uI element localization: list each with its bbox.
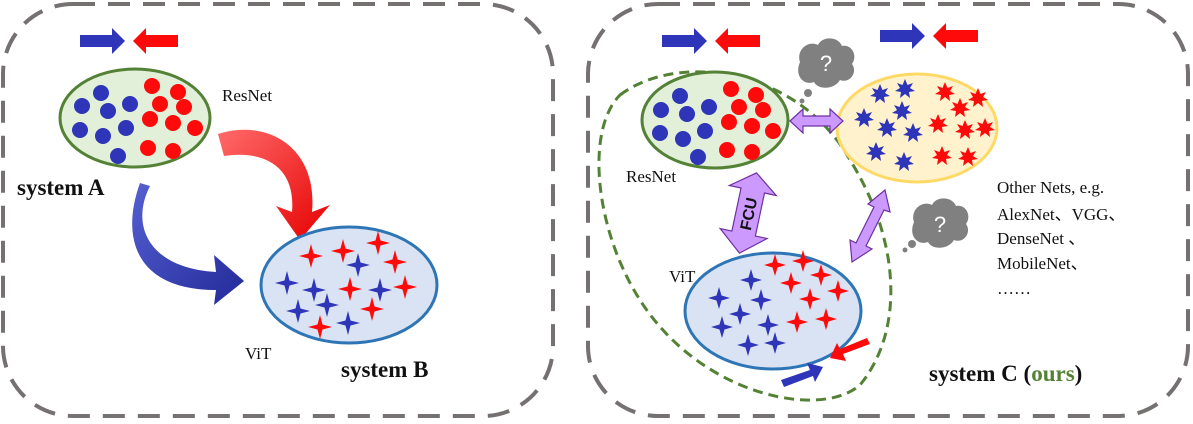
cloud-shape: [912, 198, 969, 248]
fcu-double-arrow: FCU: [718, 172, 778, 254]
panel-border-left: [1, 2, 555, 418]
cloud-bubble: [908, 240, 916, 248]
vit-ellipse-b: [259, 225, 439, 345]
curved-red-arrow: [218, 129, 330, 240]
cloud-bubble: [804, 89, 812, 97]
cloud-bubble: [902, 247, 908, 253]
system-c-title: system C (ours): [929, 361, 1082, 386]
resnet-ellipse-a: [58, 67, 212, 169]
fcu-label: FCU: [738, 196, 761, 232]
other-nets-line-1: Other Nets, e.g.: [997, 178, 1104, 197]
converge-arrows-vit-c: [781, 338, 870, 387]
vit-ellipse-shape: [683, 251, 863, 371]
fusion-dashed-outline: [597, 70, 893, 402]
panel-systems-ab: ResNet system A: [1, 2, 555, 418]
resnet-ellipse-c: [640, 70, 790, 170]
purple-double-arrow-diag: [849, 188, 891, 264]
blue-dots: [652, 88, 717, 165]
system-c-title-ours: ours: [1031, 361, 1075, 386]
blue-bursts: [854, 79, 923, 171]
system-a-title: system A: [17, 175, 105, 200]
curved-blue-arrow: [132, 183, 244, 305]
other-nets-list: Other Nets, e.g. AlexNet、VGG、 DenseNet 、…: [997, 178, 1125, 298]
other-nets-line-3: DenseNet 、: [997, 229, 1085, 248]
blue-dots: [72, 85, 138, 164]
question-cloud-right: ?: [902, 198, 969, 253]
purple-double-arrow-top: [789, 107, 844, 135]
red-stars-b: [299, 231, 417, 339]
question-mark: ?: [934, 212, 946, 237]
question-mark: ?: [820, 51, 832, 76]
red-bursts: [928, 82, 995, 166]
system-b-title: system B: [341, 357, 429, 382]
blue-arrow: [880, 23, 925, 49]
red-arrow: [830, 338, 870, 361]
system-c-title-suffix: ): [1075, 361, 1083, 386]
resnet-label-a: ResNet: [222, 86, 272, 105]
vit-label-b: ViT: [245, 344, 272, 363]
blue-arrow: [80, 28, 125, 54]
other-nets-line-5: ……: [997, 279, 1031, 298]
other-nets-line-4: MobileNet、: [997, 254, 1088, 273]
red-arrow: [933, 23, 978, 49]
converge-arrows-resnet-c: [662, 28, 760, 54]
red-dots: [140, 78, 203, 159]
panel-border-right: [586, 2, 1190, 418]
other-nets-ellipse: [835, 72, 999, 184]
converge-arrows-left: [80, 28, 178, 54]
blue-stars-b: [275, 253, 392, 335]
red-dots: [719, 81, 781, 160]
red-arrow: [133, 28, 178, 54]
red-stars-c: [764, 250, 849, 333]
vit-ellipse-c: [683, 250, 863, 371]
panel-system-c: ResNet: [586, 2, 1190, 418]
resnet-ellipse-shape: [640, 70, 790, 170]
system-c-title-prefix: system C (: [929, 361, 1031, 386]
other-nets-line-2: AlexNet、VGG、: [997, 205, 1125, 224]
resnet-label-c: ResNet: [626, 167, 676, 186]
cloud-shape: [798, 38, 855, 88]
other-nets-ellipse-shape: [835, 72, 999, 184]
converge-arrows-other-c: [880, 23, 978, 49]
red-arrow: [715, 28, 760, 54]
blue-arrow: [781, 363, 823, 387]
blue-arrow: [662, 28, 707, 54]
vit-label-c: ViT: [669, 267, 696, 286]
blue-stars-c: [708, 269, 786, 356]
fcu-arrow-shape: [718, 172, 778, 254]
question-cloud-top: ?: [798, 38, 855, 104]
resnet-ellipse-shape: [58, 67, 212, 169]
cloud-bubble: [799, 98, 805, 104]
